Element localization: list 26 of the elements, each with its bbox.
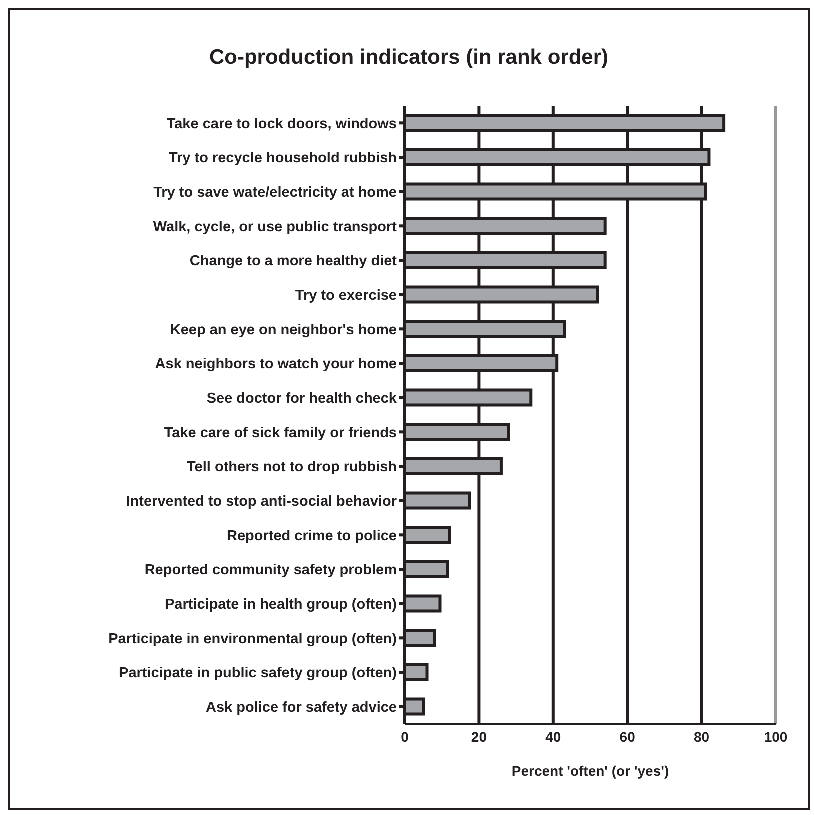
y-tick-label: Try to exercise [295, 288, 397, 304]
y-tick-label: Take care to lock doors, windows [166, 116, 397, 132]
y-tick-label: Participate in public safety group (often) [119, 666, 398, 682]
y-tick-label: Reported community safety problem [144, 562, 397, 579]
y-tick-label: See doctor for health check [206, 390, 398, 407]
y-tick-label: Participate in environmental group (often) [108, 631, 398, 648]
x-axis-title: Percent 'often' (or 'yes') [512, 763, 670, 779]
y-tick-label: Reported crime to police [226, 528, 397, 544]
x-tick-label: 40 [546, 728, 562, 745]
y-tick-label: Try to recycle household rubbish [168, 150, 397, 167]
y-tick-label: Keep an eye on neighbor's home [170, 322, 397, 338]
x-tick-label: 20 [471, 728, 488, 745]
y-tick-label: Walk, cycle, or use public transport [153, 219, 398, 236]
x-tick-label: 0 [401, 728, 410, 745]
y-tick-label: Take care of sick family or friends [164, 425, 397, 442]
x-tick-label: 60 [620, 728, 636, 745]
y-tick-label: Tell others not to drop rubbish [187, 460, 397, 476]
x-tick-label: 80 [694, 728, 710, 745]
y-tick-label: Try to save wate/electricity at home [154, 184, 397, 201]
y-tick-label: Intervented to stop anti-social behavior [126, 494, 398, 510]
y-tick-label: Change to a more healthy diet [190, 254, 398, 270]
y-tick-label: Participate in health group (often) [164, 596, 398, 613]
y-tick-label: Ask police for safety advice [206, 700, 397, 716]
y-tick-label: Ask neighbors to watch your home [155, 356, 397, 373]
x-tick-label: 100 [764, 728, 788, 745]
chart-title: Co-production indicators (in rank order) [208, 45, 610, 71]
